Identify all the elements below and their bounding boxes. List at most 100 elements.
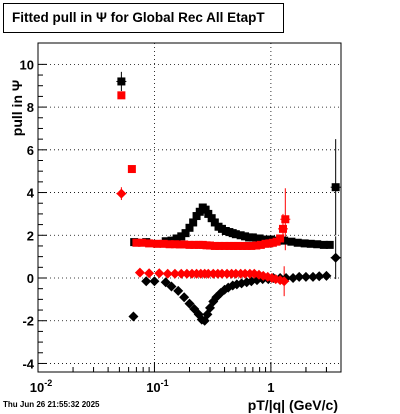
- data-point-square: [319, 240, 328, 249]
- data-point-square: [313, 240, 322, 249]
- data-point-diamond: [279, 276, 290, 287]
- data-point-diamond: [179, 292, 190, 303]
- data-point-square: [231, 230, 240, 239]
- data-point-square: [190, 240, 199, 249]
- data-point-diamond: [176, 268, 187, 279]
- y-tick-label: 8: [27, 100, 34, 115]
- data-point-diamond: [321, 270, 332, 281]
- data-point-square: [238, 241, 247, 250]
- data-point-diamond: [288, 273, 299, 283]
- x-tick-label: 10-2: [30, 378, 52, 395]
- axis-ticks: [37, 63, 342, 372]
- data-point-square: [145, 239, 154, 248]
- data-point-square: [236, 231, 245, 240]
- data-point-square: [117, 77, 126, 86]
- y-tick-label: 6: [27, 143, 34, 158]
- grid: [38, 43, 341, 372]
- x-tick-label: 10-1: [146, 378, 168, 395]
- data-point-square: [287, 237, 296, 246]
- data-points: [116, 77, 341, 326]
- data-point-square: [229, 241, 238, 250]
- data-point-square: [117, 91, 126, 100]
- y-axis-label: pull in Ψ: [9, 80, 25, 136]
- y-tick-label: 2: [27, 228, 34, 243]
- data-point-square: [206, 241, 215, 250]
- data-point-square: [300, 239, 309, 248]
- data-point-square: [204, 209, 213, 218]
- data-point-square: [172, 234, 181, 243]
- data-point-square: [194, 240, 203, 249]
- y-tick-label: -2: [22, 314, 34, 329]
- data-point-square: [233, 241, 242, 250]
- data-point-square: [281, 215, 290, 224]
- data-point-diamond: [149, 276, 160, 287]
- data-point-square: [306, 239, 315, 248]
- data-point-square: [177, 232, 186, 241]
- data-point-square: [170, 240, 179, 249]
- data-point-square: [201, 205, 210, 214]
- y-tick-label: 10: [20, 57, 34, 72]
- data-point-diamond: [166, 281, 177, 292]
- data-point-diamond: [173, 285, 184, 296]
- data-point-square: [152, 239, 161, 248]
- tick-labels: -4 -2 0 2 4 6 8 10 10-2 10-1 1: [20, 57, 275, 395]
- data-point-diamond: [330, 252, 341, 263]
- y-tick-label: 0: [27, 271, 34, 286]
- data-point-diamond: [184, 298, 195, 309]
- data-point-square: [132, 238, 141, 247]
- data-point-square: [185, 223, 194, 232]
- error-bars: [116, 71, 341, 297]
- data-point-square: [175, 240, 184, 249]
- data-point-diamond: [308, 271, 319, 282]
- data-point-square: [248, 233, 257, 242]
- data-point-square: [241, 232, 250, 241]
- data-point-square: [159, 239, 168, 248]
- data-point-diamond: [162, 268, 173, 279]
- data-point-square: [181, 229, 190, 238]
- data-point-square: [278, 224, 287, 233]
- timestamp: Thu Jun 26 21:55:32 2025: [3, 400, 100, 409]
- data-point-diamond: [249, 268, 260, 279]
- data-point-square: [255, 234, 264, 243]
- data-point-square: [127, 165, 136, 174]
- data-point-diamond: [128, 311, 139, 322]
- data-point-diamond: [169, 268, 180, 279]
- data-point-square: [165, 240, 174, 249]
- data-point-square: [256, 240, 265, 249]
- data-point-square: [252, 241, 261, 250]
- data-point-diamond: [216, 268, 227, 279]
- data-point-square: [220, 241, 229, 250]
- data-point-square: [210, 241, 219, 250]
- data-point-square: [180, 240, 189, 249]
- data-point-square: [215, 241, 224, 250]
- y-tick-label: -4: [22, 356, 34, 371]
- data-point-diamond: [116, 188, 127, 199]
- data-point-diamond: [154, 268, 165, 279]
- data-point-square: [192, 212, 201, 221]
- y-tick-label: 4: [27, 186, 35, 201]
- plot-frame: [37, 42, 342, 373]
- data-point-square: [293, 238, 302, 247]
- data-point-square: [185, 240, 194, 249]
- data-point-diamond: [314, 271, 325, 282]
- data-point-square: [225, 241, 234, 250]
- data-point-square: [331, 183, 340, 192]
- data-point-square: [189, 218, 198, 227]
- data-point-square: [325, 240, 334, 249]
- data-point-diamond: [300, 271, 311, 282]
- data-point-diamond: [141, 276, 152, 287]
- data-point-square: [137, 238, 146, 247]
- x-axis-label: pT/|q| (GeV/c): [248, 397, 338, 413]
- data-point-diamond: [144, 268, 155, 279]
- data-point-diamond: [134, 267, 145, 278]
- x-tick-label: 1: [267, 380, 274, 395]
- data-point-square: [207, 214, 216, 223]
- data-point-square: [276, 234, 285, 243]
- data-point-square: [280, 236, 289, 245]
- data-point-square: [210, 218, 219, 227]
- chart-title: Fitted pull in Ψ for Global Rec All Etap…: [3, 3, 284, 33]
- data-point-diamond: [294, 271, 305, 282]
- data-point-square: [242, 241, 251, 250]
- data-point-diamond: [160, 277, 171, 288]
